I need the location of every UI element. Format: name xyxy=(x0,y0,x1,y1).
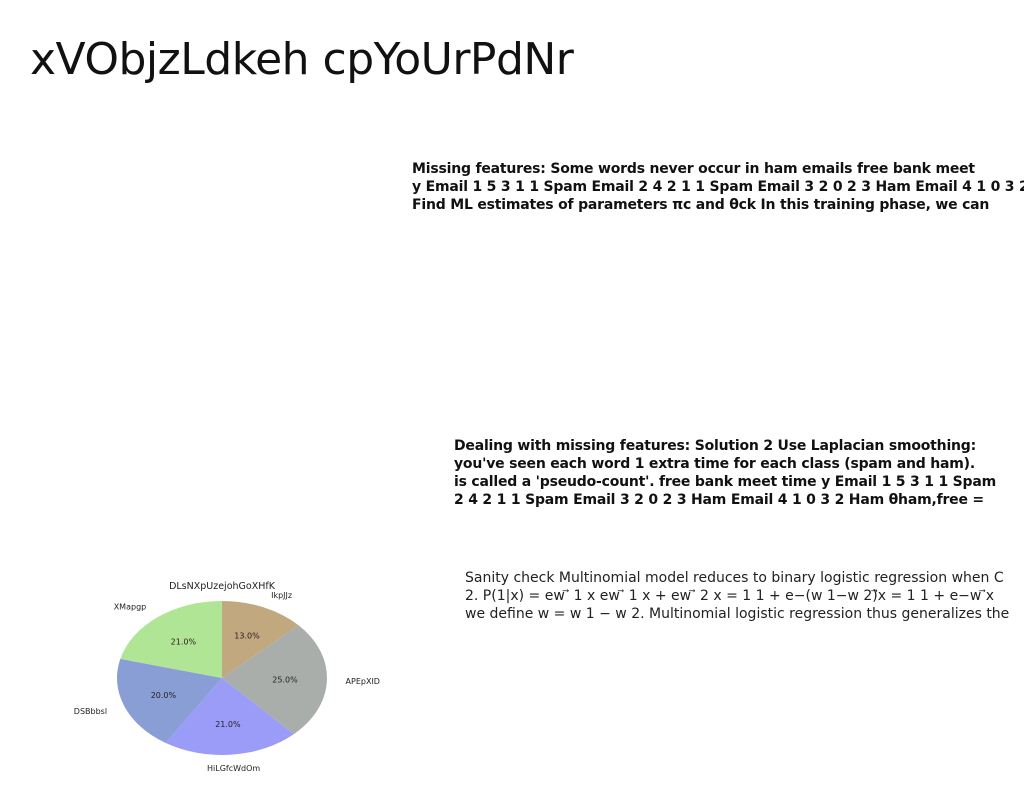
sanity-check-text: Sanity check Multinomial model reduces t… xyxy=(465,569,1024,623)
text-line: 2. P(1|x) = ew ⃗ 1 x ew ⃗ 1 x + ew ⃗ 2 x… xyxy=(465,587,1024,605)
text-line: Missing features: Some words never occur… xyxy=(412,160,1024,178)
text-line: Dealing with missing features: Solution … xyxy=(454,437,1024,455)
slice-percent-label: 21.0% xyxy=(171,637,197,646)
chart-title: DLsNXpUzejohGoXHfK xyxy=(169,581,276,592)
slice-category-label: APEpXID xyxy=(346,677,380,686)
slice-percent-label: 21.0% xyxy=(215,720,241,729)
slice-percent-label: 20.0% xyxy=(151,691,177,700)
text-line: Sanity check Multinomial model reduces t… xyxy=(465,569,1024,587)
slice-percent-label: 13.0% xyxy=(234,632,260,641)
text-line: 2 4 2 1 1 Spam Email 3 2 0 2 3 Ham Email… xyxy=(454,491,1024,509)
text-line: you've seen each word 1 extra time for e… xyxy=(454,455,1024,473)
slice-percent-label: 25.0% xyxy=(272,675,298,684)
slide-title: xVObjzLdkeh cpYoUrPdNr xyxy=(30,34,573,85)
missing-features-text: Missing features: Some words never occur… xyxy=(412,160,1024,214)
slice-category-label: HiLGfcWdOm xyxy=(207,764,260,772)
laplacian-smoothing-text: Dealing with missing features: Solution … xyxy=(454,437,1024,509)
text-line: is called a 'pseudo-count'. free bank me… xyxy=(454,473,1024,491)
text-line: we define w = w 1 − w 2. Multinomial log… xyxy=(465,605,1024,623)
text-line: y Email 1 5 3 1 1 Spam Email 2 4 2 1 1 S… xyxy=(412,178,1024,196)
slice-category-label: DSBbbsl xyxy=(74,707,107,716)
pie-chart: DLsNXpUzejohGoXHfK 13.0% IkpJJz 25.0% APEpXI… xyxy=(70,572,390,772)
slice-category-label: XMapgp xyxy=(114,603,147,612)
text-line: Find ML estimates of parameters πc and θ… xyxy=(412,196,1024,214)
slice-category-label: IkpJJz xyxy=(271,591,292,600)
